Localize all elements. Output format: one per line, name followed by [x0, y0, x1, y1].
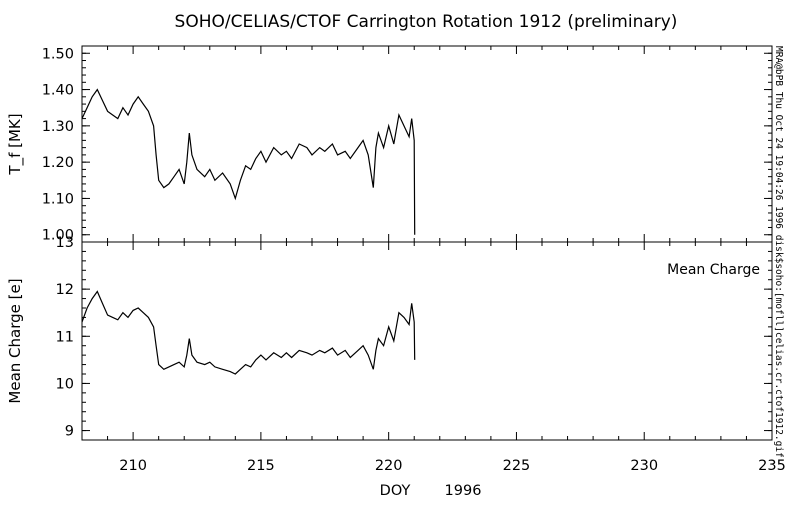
charge-panel-ticks: 9 10 11 12 13: [56, 235, 773, 441]
x-tick-label: 210: [119, 458, 147, 474]
temperature-series-line: [81, 88, 416, 235]
x-tick-label: 230: [630, 458, 658, 474]
temperature-panel-ticks: 1.00 1.10 1.20 1.30 1.40 1.50: [42, 46, 773, 244]
temperature-y-tick-label: 1.50: [42, 46, 74, 62]
charge-y-tick-label: 10: [56, 376, 74, 392]
temperature-y-tick-label: 1.40: [42, 83, 74, 99]
file-info-side-note: MRA@bPB Thu Oct 24 19:04:26 1996 disk$so…: [773, 46, 784, 458]
temperature-y-tick-label: 1.00: [42, 228, 74, 244]
charge-y-tick-label: 11: [56, 329, 74, 345]
x-tick-label: 235: [758, 458, 786, 474]
temperature-y-axis-label: T_f [MK]: [6, 113, 25, 175]
charge-y-tick-label: 12: [56, 282, 74, 298]
x-tick-label: 225: [503, 458, 531, 474]
x-axis-label: DOY: [380, 483, 411, 499]
x-tick-label: 220: [375, 458, 403, 474]
x-tick-label: 215: [247, 458, 275, 474]
chart-title: SOHO/CELIAS/CTOF Carrington Rotation 191…: [175, 12, 678, 32]
temperature-y-tick-label: 1.20: [42, 155, 74, 171]
x-axis-ticks: 210 215 220 225 230 235: [119, 458, 786, 474]
temperature-y-tick-label: 1.10: [42, 191, 74, 207]
charge-y-tick-label: 13: [56, 235, 74, 251]
x-axis-year: 1996: [445, 483, 482, 499]
charge-y-axis-label: Mean Charge [e]: [6, 278, 24, 403]
charge-series-line: [81, 290, 416, 375]
charge-panel-frame: [81, 241, 773, 441]
charge-y-tick-label: 9: [65, 424, 74, 440]
mean-charge-annotation: Mean Charge: [667, 262, 760, 278]
temperature-y-tick-label: 1.30: [42, 119, 74, 135]
